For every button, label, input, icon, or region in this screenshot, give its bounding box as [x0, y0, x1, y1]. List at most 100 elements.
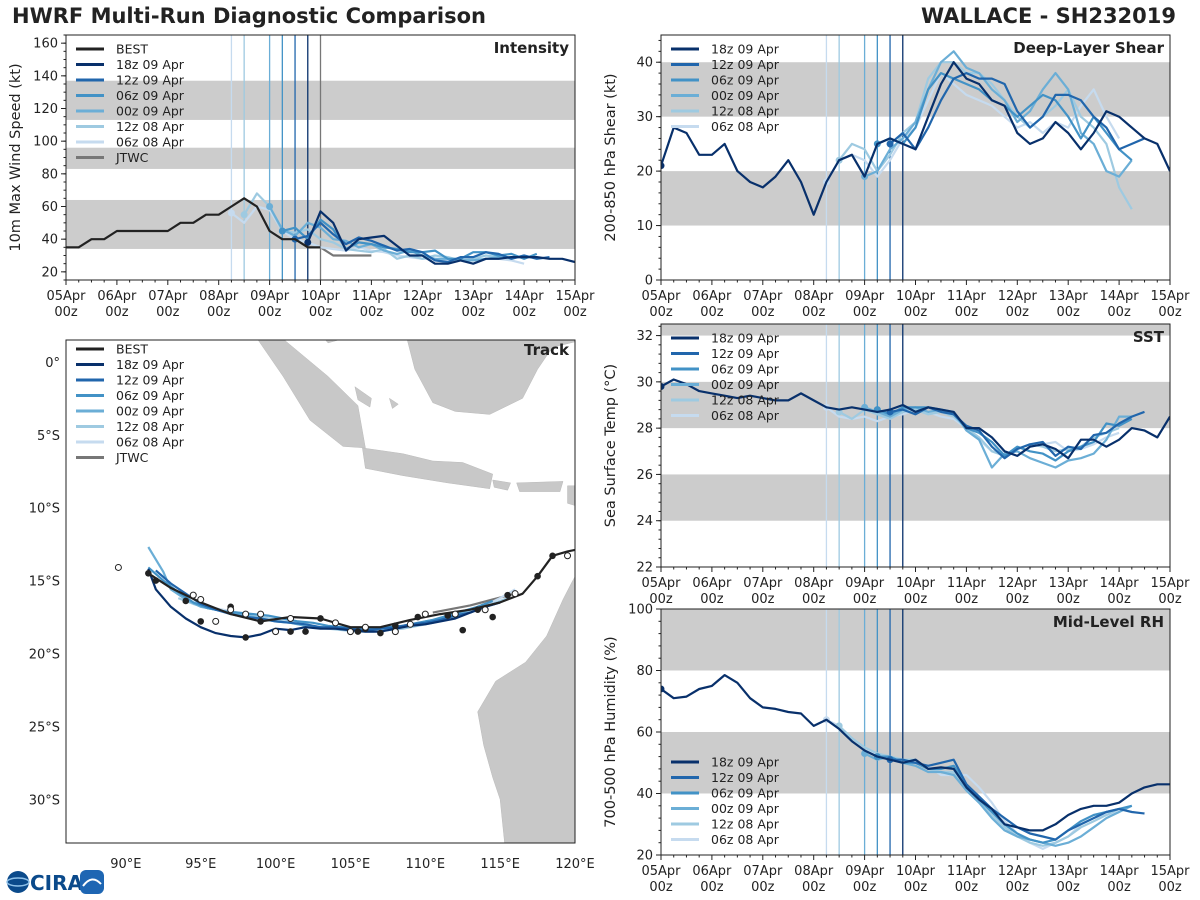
track-forecast-point	[511, 590, 519, 598]
rh-xtick-label-7: 12Apr	[998, 864, 1038, 879]
track-best-point	[489, 613, 496, 621]
track-series-06z-09-apr	[147, 566, 494, 630]
shear-xtick-sublabel-7: 00z	[1006, 305, 1030, 320]
shear-legend-label-06z-08-apr: 06z 08 Apr	[711, 119, 780, 134]
track-forecast-point	[114, 563, 122, 571]
sst-band-2	[661, 324, 1170, 336]
track-landmass-4	[516, 481, 564, 492]
track-landmass-6	[407, 340, 575, 415]
panel-intensity: 2040608010012014016005Apr00z06Apr00z07Ap…	[8, 34, 595, 320]
track-best-point	[377, 629, 384, 637]
track-legend-label-06z-08-apr: 06z 08 Apr	[116, 435, 185, 450]
track-best-point	[152, 577, 160, 584]
track-ytick-label-3: 15°S	[29, 575, 60, 590]
intensity-xtick-sublabel-7: 00z	[411, 305, 435, 320]
track-forecast-point	[197, 596, 205, 604]
rh-legend-label-12z-09-apr: 12z 09 Apr	[711, 770, 780, 785]
shear-ytick-label-2: 20	[636, 165, 653, 180]
intensity-legend-label-jtwc: JTWC	[115, 150, 149, 165]
rh-xtick-sublabel-1: 00z	[700, 880, 724, 895]
shear-series-00z-09-apr	[864, 50, 1133, 178]
sst-xtick-sublabel-8: 00z	[1057, 592, 1081, 607]
track-best-point	[257, 618, 264, 625]
track-landmass-5	[567, 485, 575, 506]
sst-plot-area	[661, 324, 1170, 567]
sst-xtick-label-3: 08Apr	[794, 576, 834, 591]
track-landmass-0	[257, 340, 366, 449]
rh-xtick-label-0: 05Apr	[641, 864, 681, 879]
shear-ytick-label-4: 40	[636, 56, 653, 71]
track-title: Track	[524, 341, 570, 359]
intensity-xtick-sublabel-2: 00z	[156, 305, 180, 320]
intensity-xtick-label-0: 05Apr	[46, 289, 86, 304]
intensity-legend-label-best: BEST	[116, 42, 148, 57]
intensity-series-best	[66, 197, 321, 249]
rh-xtick-sublabel-3: 00z	[802, 880, 826, 895]
shear-xtick-label-2: 07Apr	[743, 289, 783, 304]
sst-xtick-label-7: 12Apr	[998, 576, 1038, 591]
sst-xtick-sublabel-6: 00z	[955, 592, 979, 607]
shear-legend-label-00z-09-apr: 00z 09 Apr	[711, 88, 780, 103]
intensity-xtick-sublabel-1: 00z	[105, 305, 129, 320]
shear-xtick-sublabel-3: 00z	[802, 305, 826, 320]
intensity-legend-label-18z-09-apr: 18z 09 Apr	[116, 57, 185, 72]
sst-ytick-label-3: 28	[636, 422, 653, 437]
sst-xtick-label-1: 06Apr	[692, 576, 732, 591]
track-forecast-point	[421, 610, 429, 618]
shear-xtick-sublabel-10: 00z	[1158, 305, 1182, 320]
track-best-point	[197, 618, 205, 625]
shear-xtick-sublabel-5: 00z	[904, 305, 928, 320]
storm-name: WALLACE - SH232019	[921, 4, 1176, 28]
rh-xtick-label-6: 11Apr	[947, 864, 987, 879]
shear-xtick-label-0: 05Apr	[641, 289, 681, 304]
track-forecast-point	[242, 610, 250, 618]
rh-ytick-label-2: 60	[636, 726, 653, 741]
rh-series-18z-09-apr	[661, 673, 1170, 832]
track-legend-label-06z-09-apr: 06z 09 Apr	[116, 388, 185, 403]
intensity-xtick-label-4: 09Apr	[250, 289, 290, 304]
rh-ytick-label-1: 40	[636, 787, 653, 802]
track-xtick-label-1: 95°E	[185, 857, 216, 872]
intensity-series-12z-08-apr	[243, 192, 525, 262]
track-best-point	[182, 597, 190, 605]
sst-xtick-label-0: 05Apr	[641, 576, 681, 591]
intensity-series-18z-09-apr	[306, 210, 575, 265]
intensity-ytick-label-4: 100	[33, 135, 58, 150]
track-best-point	[459, 626, 467, 634]
track-best-point	[444, 612, 452, 619]
rh-xtick-label-2: 07Apr	[743, 864, 783, 879]
track-best-point	[534, 572, 541, 580]
sst-xtick-label-6: 11Apr	[947, 576, 987, 591]
track-legend-label-best: BEST	[116, 342, 148, 357]
intensity-init-dot-12z-08-apr	[240, 211, 248, 219]
track-landmass-9	[477, 576, 575, 843]
intensity-legend-label-12z-09-apr: 12z 09 Apr	[116, 73, 185, 88]
sst-series-06z-09-apr	[876, 406, 1133, 462]
shear-legend-label-12z-09-apr: 12z 09 Apr	[711, 57, 780, 72]
track-xtick-label-2: 100°E	[256, 857, 296, 872]
rh-xtick-sublabel-0: 00z	[649, 880, 673, 895]
shear-band-1	[661, 62, 1170, 117]
cira-globe-icon	[7, 871, 29, 893]
track-forecast-point	[564, 552, 572, 560]
sst-series-18z-09-apr	[661, 378, 1170, 460]
track-series-best	[147, 548, 575, 629]
track-best-point	[474, 606, 481, 614]
intensity-ylabel: 10m Max Wind Speed (kt)	[8, 63, 24, 251]
sst-xtick-label-4: 09Apr	[845, 576, 885, 591]
intensity-xtick-label-10: 15Apr	[555, 289, 595, 304]
track-forecast-point	[361, 623, 369, 631]
cira-badge-icon	[80, 870, 104, 894]
track-landmass-2	[362, 447, 493, 489]
shear-xtick-sublabel-2: 00z	[751, 305, 775, 320]
track-forecast-point	[272, 628, 280, 636]
track-forecast-point	[331, 619, 339, 627]
intensity-plot-area	[66, 35, 575, 280]
shear-ytick-label-0: 0	[645, 274, 653, 289]
track-forecast-point	[346, 628, 354, 636]
track-legend-label-00z-09-apr: 00z 09 Apr	[116, 404, 185, 419]
track-landmass-8	[388, 397, 399, 409]
track-legend-label-12z-08-apr: 12z 08 Apr	[116, 419, 185, 434]
sst-xtick-sublabel-7: 00z	[1006, 592, 1030, 607]
track-ytick-label-2: 10°S	[29, 502, 60, 517]
